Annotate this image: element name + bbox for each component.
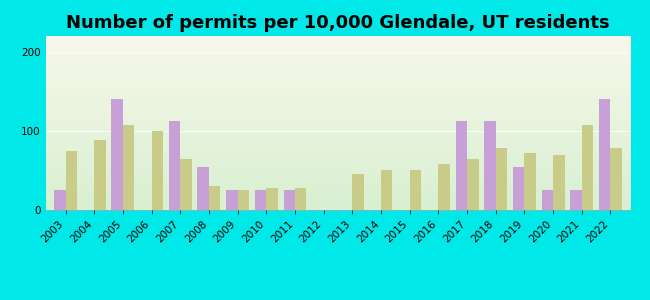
Bar (525, 153, 536, 210)
Bar (582, 124, 593, 210)
Bar (123, 124, 135, 210)
Bar (54, 190, 66, 210)
Bar (484, 121, 496, 210)
Bar (295, 188, 306, 210)
Bar (151, 131, 163, 210)
Bar (94, 140, 106, 210)
Bar (266, 188, 278, 210)
Bar (111, 99, 123, 210)
Bar (180, 159, 192, 210)
Title: Number of permits per 10,000 Glendale, UT residents: Number of permits per 10,000 Glendale, U… (66, 14, 610, 32)
Bar (169, 121, 180, 210)
Bar (66, 151, 77, 210)
Bar (570, 190, 582, 210)
Bar (438, 164, 450, 210)
Bar (238, 190, 249, 210)
Bar (456, 121, 467, 210)
Bar (553, 154, 565, 210)
Bar (599, 99, 610, 210)
Bar (198, 167, 209, 210)
Bar (467, 159, 478, 210)
Bar (610, 148, 622, 210)
Bar (283, 190, 295, 210)
Bar (381, 170, 393, 210)
Bar (541, 190, 553, 210)
Bar (209, 186, 220, 210)
Bar (352, 174, 364, 210)
Bar (496, 148, 507, 210)
Bar (255, 190, 266, 210)
Bar (226, 190, 238, 210)
Bar (410, 170, 421, 210)
Bar (513, 167, 525, 210)
